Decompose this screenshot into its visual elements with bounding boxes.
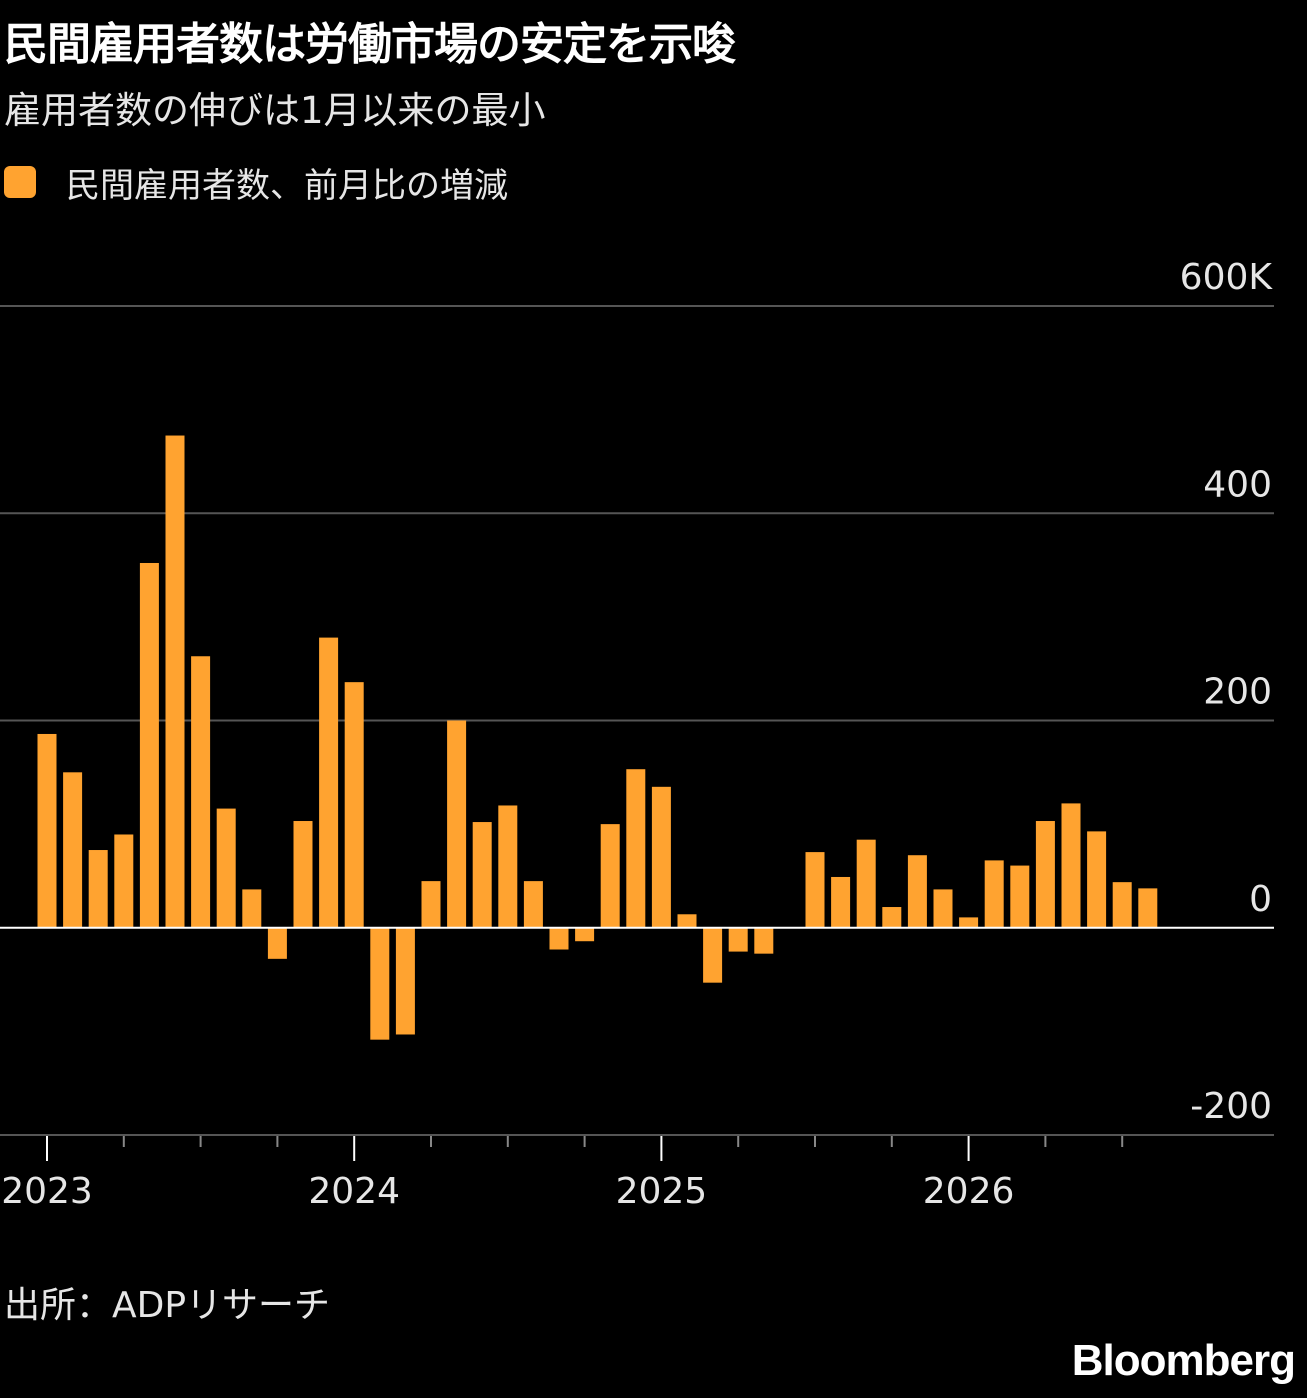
x-tick-label: 2025 [616, 1171, 708, 1212]
bar [37, 733, 57, 928]
bar [293, 821, 313, 928]
bar [344, 682, 364, 928]
bar [88, 850, 108, 928]
bar [165, 435, 185, 928]
bar [447, 720, 467, 928]
y-tick-label: 0 [1249, 879, 1272, 920]
bar [575, 927, 595, 942]
bar [959, 917, 979, 928]
bar [216, 808, 236, 928]
bar [933, 889, 953, 928]
bar [626, 769, 646, 928]
bar [267, 927, 287, 959]
bloomberg-logo: Bloomberg [1071, 1336, 1296, 1385]
chart-title: 民間雇用者数は労働市場の安定を示唆 [4, 19, 736, 70]
bar [472, 822, 492, 928]
bar [600, 824, 620, 928]
y-tick-label: 400 [1203, 464, 1272, 505]
bar [728, 927, 748, 952]
chart-legend: 民間雇用者数、前月比の増減 [4, 160, 508, 206]
bar [242, 889, 262, 928]
bar [856, 839, 876, 928]
bar [1035, 821, 1055, 928]
bar [549, 927, 569, 950]
bar [63, 772, 83, 928]
y-tick-label: 200 [1203, 672, 1272, 713]
bar [703, 927, 723, 983]
bar [907, 855, 927, 928]
bar [523, 881, 543, 928]
gridlines [0, 305, 1274, 1136]
chart-subtitle: 雇用者数の伸びは1月以来の最小 [4, 89, 546, 132]
bar [882, 907, 902, 928]
x-tick-label: 2023 [1, 1171, 93, 1212]
bar [1010, 865, 1030, 928]
bar [805, 852, 825, 928]
bar-chart: 600K 400 200 0 -200 2023 2024 2025 2026 [0, 257, 1274, 1212]
bar [395, 927, 415, 1035]
bar [984, 860, 1004, 928]
x-tick-label: 2026 [923, 1171, 1015, 1212]
bar [498, 805, 518, 928]
bar [677, 914, 697, 928]
bar [421, 881, 441, 928]
y-tick-label: -200 [1190, 1086, 1272, 1127]
bar [139, 562, 159, 928]
source-note: 出所：ADPリサーチ [4, 1285, 331, 1326]
bar [651, 786, 671, 928]
bar [319, 637, 339, 928]
axes: 600K 400 200 0 -200 2023 2024 2025 2026 [0, 257, 1274, 1212]
legend-swatch [4, 166, 36, 198]
x-tick-label: 2024 [308, 1171, 400, 1212]
bar [1087, 831, 1107, 928]
bar [831, 876, 851, 928]
bar [1138, 888, 1158, 928]
y-tick-label: 600K [1180, 257, 1274, 298]
bar [114, 834, 134, 928]
legend-label: 民間雇用者数、前月比の増減 [66, 165, 508, 206]
bar [191, 656, 211, 928]
bar [754, 927, 774, 954]
bar [1112, 882, 1132, 928]
bar [1061, 803, 1081, 928]
bar [370, 927, 390, 1040]
bars [37, 435, 1158, 1040]
